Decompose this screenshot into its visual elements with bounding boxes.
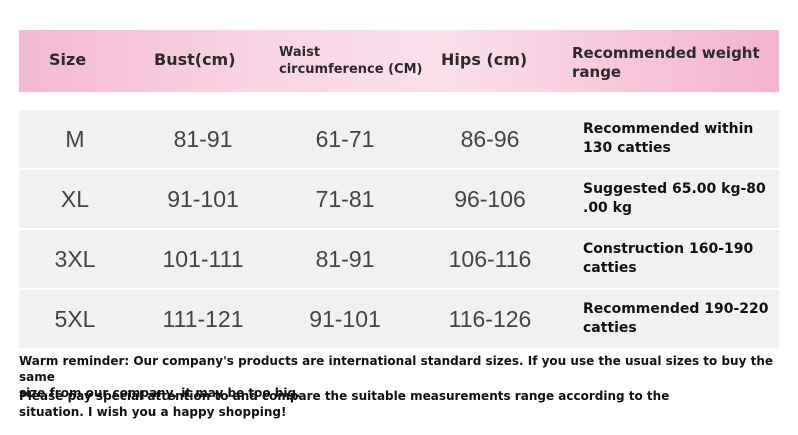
cell-weight-line2: catties	[583, 320, 637, 336]
table-row: 5XL 111-121 91-101 116-126 Recommended 1…	[19, 290, 779, 348]
header-waist: Waist circumference (CM)	[279, 44, 422, 78]
header-waist-line1: Waist	[279, 45, 321, 60]
header-weight-line2: range	[572, 63, 622, 81]
cell-hips: 96-106	[454, 185, 526, 212]
cell-waist: 81-91	[315, 245, 375, 272]
cell-weight-line1: Suggested 65.00 kg-80	[583, 181, 766, 197]
cell-weight: Recommended 190-220 catties	[583, 290, 779, 348]
cell-waist: 61-71	[315, 125, 375, 152]
cell-weight-line1: Construction 160-190	[583, 241, 754, 257]
table-row: XL 91-101 71-81 96-106 Suggested 65.00 k…	[19, 170, 779, 228]
header-weight: Recommended weight range	[572, 44, 760, 82]
cell-weight: Suggested 65.00 kg-80 .00 kg	[583, 170, 779, 228]
cell-hips: 116-126	[448, 305, 532, 332]
cell-waist: 71-81	[315, 185, 375, 212]
header-bust: Bust(cm)	[154, 50, 236, 69]
table-header: Size Bust(cm) Waist circumference (CM) H…	[19, 30, 779, 92]
header-waist-line2: circumference (CM)	[279, 62, 423, 77]
reminder-line2: size from our company, it may be too big…	[19, 386, 301, 400]
cell-bust: 111-121	[162, 305, 244, 332]
cell-weight: Construction 160-190 catties	[583, 230, 779, 288]
header-hips: Hips (cm)	[441, 50, 528, 69]
cell-size: 3XL	[54, 245, 96, 272]
cell-weight-line2: .00 kg	[583, 200, 633, 216]
cell-weight-line1: Recommended 190-220	[583, 301, 769, 317]
cell-bust: 91-101	[167, 185, 239, 212]
cell-weight-line2: catties	[583, 260, 637, 276]
cell-weight-line2: 130 catties	[583, 140, 671, 156]
table-row: 3XL 101-111 81-91 106-116 Construction 1…	[19, 230, 779, 288]
cell-hips: 106-116	[448, 245, 532, 272]
cell-waist: 91-101	[309, 305, 381, 332]
header-size: Size	[49, 50, 87, 69]
cell-bust: 81-91	[173, 125, 233, 152]
header-weight-line1: Recommended weight	[572, 44, 760, 62]
cell-size: 5XL	[54, 305, 96, 332]
shopping-note: Please pay special attention to and comp…	[19, 388, 789, 420]
cell-weight-line1: Recommended within	[583, 121, 754, 137]
reminder-line1: Warm reminder: Our company's products ar…	[19, 354, 774, 384]
cell-bust: 101-111	[162, 245, 244, 272]
cell-hips: 86-96	[460, 125, 520, 152]
note-line1: Please pay special attention to and comp…	[19, 389, 670, 403]
cell-size: M	[65, 125, 85, 152]
table-row: M 81-91 61-71 86-96 Recommended within 1…	[19, 110, 779, 168]
cell-weight: Recommended within 130 catties	[583, 110, 779, 168]
warm-reminder: Warm reminder: Our company's products ar…	[19, 353, 789, 401]
cell-size: XL	[60, 185, 90, 212]
note-line2: situation. I wish you a happy shopping!	[19, 405, 287, 419]
